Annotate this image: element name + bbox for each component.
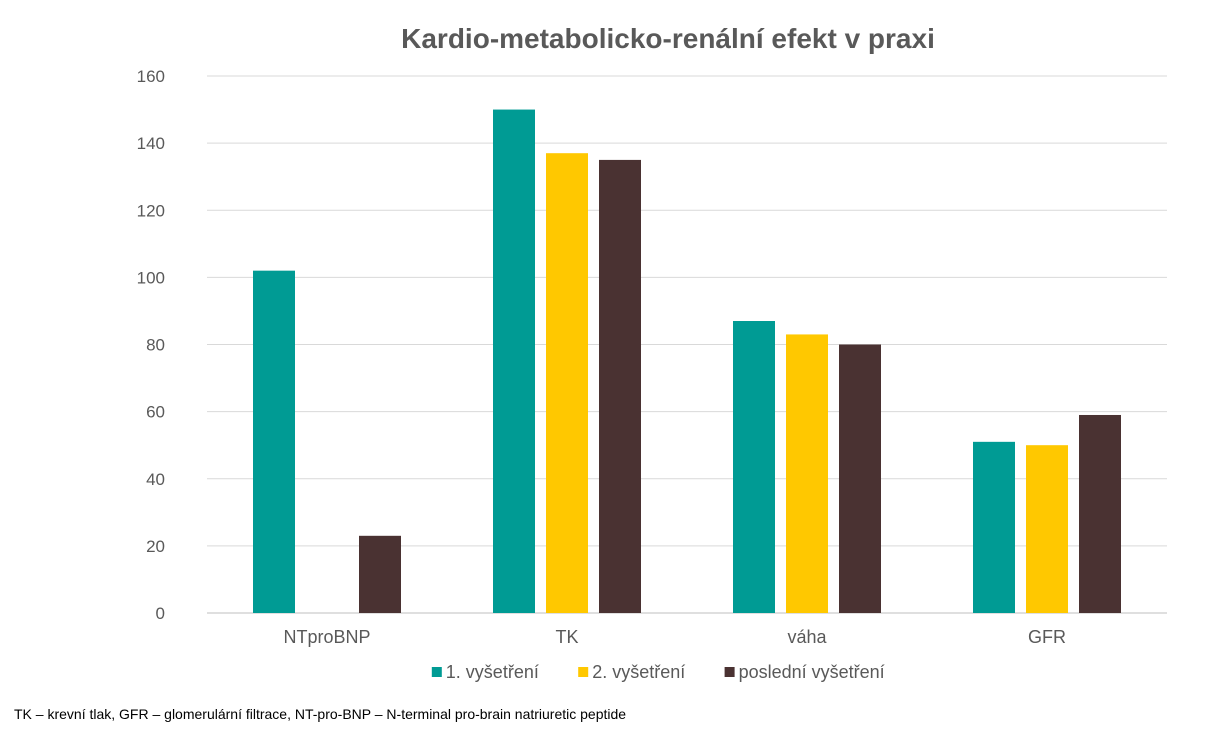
footnote: TK – krevní tlak, GFR – glomerulární fil… xyxy=(14,706,627,722)
y-tick-label: 60 xyxy=(146,403,165,422)
y-tick-label: 160 xyxy=(137,67,165,86)
y-tick-label: 80 xyxy=(146,336,165,355)
y-axis-ticks: 0 20 40 60 80 100 120 140 160 xyxy=(137,67,165,623)
bar-2-3 xyxy=(786,334,828,613)
bar-3-3 xyxy=(839,344,881,613)
x-category-label: NTproBNP xyxy=(283,627,370,647)
y-tick-label: 40 xyxy=(146,470,165,489)
x-category-label: váha xyxy=(787,627,827,647)
bar-1-4 xyxy=(973,441,1015,613)
bar-3-2 xyxy=(599,159,641,613)
bars xyxy=(253,109,1121,613)
legend-label: 2. vyšetření xyxy=(592,662,685,682)
legend: 1. vyšetření 2. vyšetření poslední vyšetře… xyxy=(431,662,885,682)
y-tick-label: 20 xyxy=(146,537,165,556)
bar-2-2 xyxy=(546,153,588,613)
x-axis-labels: NTproBNP TK váha GFR xyxy=(283,627,1066,647)
y-tick-label: 0 xyxy=(156,604,165,623)
bar-1-1 xyxy=(253,270,295,613)
bar-1-2 xyxy=(493,109,535,613)
y-tick-label: 140 xyxy=(137,134,165,153)
gridlines xyxy=(207,75,1167,614)
y-tick-label: 120 xyxy=(137,201,165,220)
legend-swatch xyxy=(578,667,589,677)
legend-label: poslední vyšetření xyxy=(739,662,885,682)
legend-swatch xyxy=(431,667,442,677)
legend-swatch xyxy=(724,667,735,677)
x-category-label: GFR xyxy=(1028,627,1066,647)
legend-label: 1. vyšetření xyxy=(446,662,539,682)
bar-3-4 xyxy=(1079,414,1121,613)
bar-2-4 xyxy=(1026,445,1068,613)
y-tick-label: 100 xyxy=(137,268,165,287)
x-category-label: TK xyxy=(555,627,578,647)
chart-title: Kardio-metabolicko-renální efekt v praxi xyxy=(401,23,935,54)
bar-1-3 xyxy=(733,321,775,613)
bar-3-1 xyxy=(359,535,401,613)
